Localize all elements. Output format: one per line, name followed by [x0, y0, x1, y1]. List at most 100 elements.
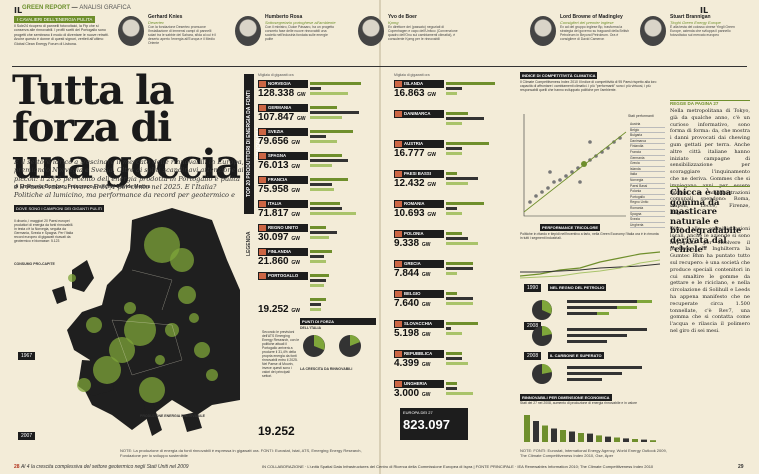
folio-left: 28 Al 4 la crescita complessiva del sett…	[14, 464, 189, 470]
country-row: SVEZIA 79.656 GW	[258, 128, 368, 148]
country-bars	[310, 128, 364, 147]
renew-bar	[560, 430, 566, 442]
country-row: REPUBBLICA CECA 4.399 GW	[394, 350, 504, 370]
country-value: 9.338 GW	[394, 238, 431, 249]
flag-icon	[395, 261, 402, 267]
production-label: PRODUZIONE ENERGIA RINNOVABILE	[140, 414, 205, 418]
strip-rule	[12, 66, 747, 67]
trend-text: Politiche in ritardo e tiepidi nell'ince…	[520, 232, 659, 240]
country-bars	[446, 380, 500, 399]
production-bar	[446, 237, 468, 240]
eu27-value: 823.097	[403, 417, 450, 432]
production-bar	[310, 159, 348, 162]
production-bar	[310, 130, 354, 133]
profile-text: È alla testa del colosso cinese Yingli G…	[670, 25, 735, 37]
headline: Tutta la forza di una goccia	[12, 67, 241, 188]
italy-pie-charts	[303, 335, 361, 357]
flag-icon	[395, 381, 402, 387]
map-text: Il divario, i maggiori 20 Paesi europei …	[14, 219, 74, 243]
coal-charts	[532, 363, 642, 384]
country-row: PAESI BASSI 12.432 GW	[394, 170, 504, 190]
production-bar	[446, 117, 484, 120]
production-bar	[310, 92, 348, 95]
country-bars	[310, 104, 364, 123]
production-bar	[310, 87, 321, 90]
production-bar	[446, 242, 479, 245]
country-row: UNGHERIA 3.000 GW	[394, 380, 504, 400]
flag-icon	[395, 291, 402, 297]
production-bar	[310, 284, 324, 287]
competitiveness-country: Spagna	[630, 212, 665, 218]
country-bars	[446, 350, 500, 369]
flag-icon	[259, 105, 266, 111]
footnote-left: NOTE: La produzione di energia da fonti …	[120, 448, 362, 458]
flag-icon	[395, 201, 402, 207]
competitiveness-country: Finlandia	[630, 144, 665, 150]
country-bars	[446, 230, 500, 249]
competitiveness-country: Belgio	[630, 128, 665, 134]
scatter-point	[534, 194, 538, 198]
portugal-value: 19.252	[258, 424, 295, 438]
scatter-point	[564, 174, 568, 178]
country-bars	[446, 170, 500, 189]
scatter-point	[546, 186, 550, 190]
flag-icon	[259, 225, 266, 231]
production-bar	[310, 106, 337, 109]
country-value: 7.640 GW	[394, 298, 431, 309]
column-vertical-title: TOP 20 PRODUTTORI DI ENERGIA DA FONTI RI…	[244, 74, 262, 214]
flag-icon	[259, 129, 266, 135]
year-label-b: 2007	[18, 432, 36, 440]
flag-icon	[259, 273, 266, 279]
country-value: 128.338 GW	[258, 88, 306, 99]
country-name: ISLANDA	[394, 80, 444, 88]
production-bar	[446, 212, 463, 215]
country-name: DANIMARCA	[394, 110, 444, 118]
country-value: 107.847 GW	[258, 112, 306, 123]
country-row: PORTOGALLO	[258, 272, 368, 292]
production-bar	[446, 322, 479, 325]
profile-name: Yvo de Boer	[388, 14, 417, 20]
scatter-point	[558, 178, 562, 182]
country-value: 16.863 GW	[394, 88, 436, 99]
legend-vertical-title: LEGENDA	[246, 231, 252, 257]
country-value: 4.399 GW	[394, 358, 431, 369]
production-bar	[310, 178, 348, 181]
country-row: SPAGNA 76.013 GW	[258, 152, 368, 172]
byline: di Emanuele Bompan, Francesco Franchi · …	[14, 184, 151, 190]
country-value: 5.198 GW	[394, 328, 431, 339]
production-bar	[310, 202, 340, 205]
production-bar	[310, 212, 356, 215]
country-name: SPAGNA	[258, 152, 308, 160]
competitiveness-country: Paesi Bassi	[630, 184, 665, 190]
flag-icon	[259, 201, 266, 207]
renew-bars	[524, 415, 656, 442]
country-value: 3.000 GW	[394, 388, 431, 399]
country-bars	[310, 248, 364, 267]
country-row: REGNO UNITO 30.097 GW	[258, 224, 368, 244]
competitiveness-country: Bulgaria	[630, 133, 665, 139]
profile-text: Con il ministro, Dulce Pássaro, ha un pr…	[265, 25, 335, 41]
competitiveness-axis-note: Stati performanti	[628, 114, 654, 118]
country-name: PORTOGALLO	[258, 272, 308, 280]
country-column-right: ISLANDA 16.863 GW DANIMARCA AUSTRIA 16.777 G…	[394, 80, 504, 410]
country-row: ITALIA 71.817 GW	[258, 200, 368, 220]
competitiveness-country: Norvegia	[630, 178, 665, 184]
production-bar	[446, 92, 457, 95]
renew-bar	[614, 437, 620, 442]
country-value: 30.097 GW	[258, 232, 300, 243]
production-bar	[446, 152, 463, 155]
profile-name: Stuart Brannigan	[670, 14, 711, 20]
country-name: GRECIA	[394, 260, 444, 268]
folio-right: 29	[738, 464, 744, 470]
competitiveness-country: Romania	[630, 206, 665, 212]
country-name: NORVEGIA	[258, 80, 308, 88]
country-value: 75.958 GW	[258, 184, 300, 195]
country-bars	[310, 152, 364, 171]
competitiveness-country-list: Austria Belgio Bulgaria Danimarca Finlandia F…	[630, 122, 665, 229]
competitiveness-country: Austria	[630, 122, 665, 128]
country-row: DANIMARCA	[394, 110, 504, 130]
production-bar	[446, 207, 457, 210]
renew-bar	[632, 439, 638, 442]
year-label-a: 1967	[18, 352, 36, 360]
